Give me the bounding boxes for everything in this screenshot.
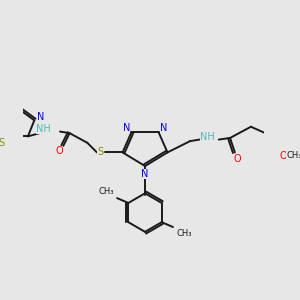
Text: NH: NH (200, 132, 215, 142)
Text: NH: NH (36, 124, 50, 134)
Text: N: N (37, 112, 44, 122)
Text: N: N (123, 123, 130, 133)
Text: N: N (141, 169, 149, 179)
Text: O: O (56, 146, 63, 156)
Text: CH₃: CH₃ (286, 151, 300, 160)
Text: CH₃: CH₃ (98, 187, 114, 196)
Text: N: N (160, 123, 167, 133)
Text: O: O (233, 154, 241, 164)
Text: S: S (0, 138, 4, 148)
Text: CH₃: CH₃ (176, 229, 192, 238)
Text: O: O (279, 151, 287, 160)
Text: S: S (97, 147, 103, 158)
